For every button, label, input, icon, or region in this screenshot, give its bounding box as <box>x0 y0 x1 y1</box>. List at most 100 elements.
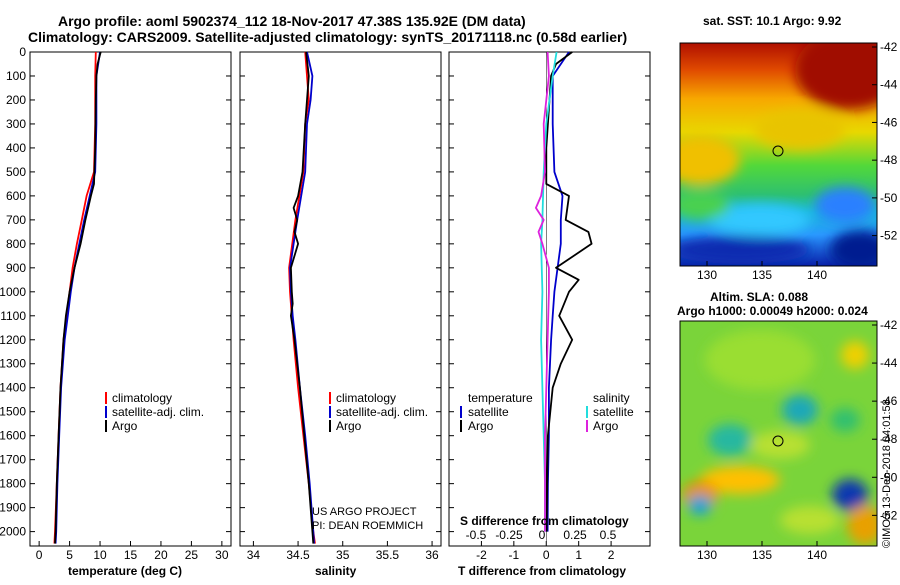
lat-tick-label: -44 <box>880 78 898 92</box>
x-tick-label: -1 <box>509 548 520 562</box>
depth-tick-label: 1100 <box>0 309 26 323</box>
series-line-argo <box>289 51 315 544</box>
legend-climatology: climatology <box>112 391 172 405</box>
depth-tick-label: 1000 <box>0 285 26 299</box>
x-tick-label-top: 0.25 <box>563 528 587 542</box>
x-tick-label-top: -0.25 <box>495 528 523 542</box>
title-line-1: Argo profile: aoml 5902374_112 18-Nov-20… <box>58 13 526 29</box>
x-tick-label: 34.5 <box>286 548 310 562</box>
lat-tick-label: -44 <box>880 356 898 370</box>
series-line-satellite-adj-clim- <box>289 51 315 544</box>
depth-tick-label: 1700 <box>0 453 26 467</box>
depth-tick-label: 1800 <box>0 477 26 491</box>
salinity-panel: 34 34.5 35 35.5 36 salinity climatology sate… <box>239 51 442 578</box>
depth-tick-label: 1400 <box>0 381 26 395</box>
temperature-plot-frame <box>29 51 232 547</box>
sla-map-title-2: Argo h1000: 0.00049 h2000: 0.024 <box>677 304 868 318</box>
lat-tick-label: -48 <box>880 153 898 167</box>
legend-temperature-heading: temperature <box>468 391 533 405</box>
depth-tick-label: 400 <box>6 141 26 155</box>
credit-line-1: US ARGO PROJECT <box>312 506 417 518</box>
x-tick-label: 0 <box>543 548 550 562</box>
lat-tick-label: -50 <box>880 191 898 205</box>
x-tick-label: 2 <box>608 548 615 562</box>
x-tick-label-top: 0.5 <box>600 528 617 542</box>
difference-legend: temperature satellite Argo salinity sate… <box>460 391 634 433</box>
legend-satellite: satellite-adj. clim. <box>336 405 428 419</box>
series-line-salinity-argo <box>535 51 550 532</box>
legend-salinity-heading: salinity <box>593 391 630 405</box>
lat-tick-label: -42 <box>880 40 898 54</box>
depth-tick-label: 900 <box>6 261 26 275</box>
x-tick-label: 34 <box>247 548 261 562</box>
x-tick-label-top: 0 <box>539 528 546 542</box>
depth-tick-label: 600 <box>6 189 26 203</box>
legend-t-satellite: satellite <box>468 405 509 419</box>
x-tick-label: 30 <box>215 548 229 562</box>
x-tick-label: 25 <box>185 548 199 562</box>
difference-plot-frame <box>448 51 651 547</box>
sla-map: Altim. SLA: 0.088 Argo h1000: 0.00049 h2… <box>677 290 898 562</box>
lon-tick-label: 140 <box>807 548 827 562</box>
depth-tick-label: 100 <box>6 69 26 83</box>
x-tick-label-top: -0.5 <box>466 528 487 542</box>
x-tick-label: 36 <box>425 548 439 562</box>
credit-line-2: PI: DEAN ROEMMICH <box>312 520 423 532</box>
lon-tick-label: 130 <box>697 548 717 562</box>
depth-tick-label: 1900 <box>0 501 26 515</box>
sst-map: sat. SST: 10.1 Argo: 9.92 -42 -44 -46 -48 -5… <box>679 14 898 282</box>
depth-tick-label: 0 <box>19 45 26 59</box>
x-tick-label: 15 <box>124 548 138 562</box>
salinity-xlabel: salinity <box>315 564 357 578</box>
depth-tick-label: 1500 <box>0 405 26 419</box>
sst-map-title: sat. SST: 10.1 Argo: 9.92 <box>703 14 842 28</box>
legend-t-argo: Argo <box>468 419 494 433</box>
legend-satellite: satellite-adj. clim. <box>112 405 204 419</box>
lon-tick-label: 140 <box>807 268 827 282</box>
depth-tick-label: 1300 <box>0 357 26 371</box>
lon-tick-label: 135 <box>752 268 772 282</box>
depth-tick-label: 2000 <box>0 525 26 539</box>
s-difference-xlabel: S difference from climatology <box>460 514 629 528</box>
sst-map-frame <box>679 42 878 267</box>
x-tick-label: 10 <box>93 548 107 562</box>
lon-tick-label: 135 <box>752 548 772 562</box>
imos-stamp: ©IMOS 13-Dec-2018 04:01:58 <box>881 399 893 548</box>
x-tick-label: 1 <box>575 548 582 562</box>
legend-s-argo: Argo <box>593 419 619 433</box>
sst-argo-marker <box>772 145 784 157</box>
series-line-satellite-adj-clim- <box>54 51 101 544</box>
x-tick-label: -2 <box>476 548 487 562</box>
sla-argo-marker <box>772 435 784 447</box>
temperature-xlabel: temperature (deg C) <box>68 564 182 578</box>
legend-climatology: climatology <box>336 391 396 405</box>
sla-map-title-1: Altim. SLA: 0.088 <box>710 290 808 304</box>
depth-tick-label: 300 <box>6 117 26 131</box>
legend-argo: Argo <box>112 419 138 433</box>
salinity-legend: climatology satellite-adj. clim. Argo <box>329 391 428 433</box>
depth-tick-label: 1600 <box>0 429 26 443</box>
x-tick-label: 20 <box>154 548 168 562</box>
x-tick-label: 5 <box>66 548 73 562</box>
x-tick-label: 35 <box>336 548 350 562</box>
x-tick-label: 0 <box>36 548 43 562</box>
lat-tick-label: -48 <box>880 432 898 446</box>
series-line-temperature-satellite <box>546 51 570 532</box>
depth-tick-label: 800 <box>6 237 26 251</box>
lat-tick-label: -46 <box>880 115 898 129</box>
depth-tick-label: 700 <box>6 213 26 227</box>
series-line-climatology <box>53 51 97 544</box>
temperature-panel: 0100200300400500600700800900100011001200… <box>0 45 232 578</box>
t-difference-xlabel: T difference from climatology <box>458 564 626 578</box>
salinity-plot-frame <box>239 51 442 547</box>
lat-tick-label: -52 <box>880 508 898 522</box>
legend-s-satellite: satellite <box>593 405 634 419</box>
x-tick-label: 35.5 <box>376 548 400 562</box>
series-line-argo <box>54 51 102 544</box>
depth-tick-label: 1200 <box>0 333 26 347</box>
lat-tick-label: -52 <box>880 229 898 243</box>
depth-tick-label: 200 <box>6 93 26 107</box>
depth-tick-label: 500 <box>6 165 26 179</box>
temperature-legend: climatology satellite-adj. clim. Argo <box>105 391 204 433</box>
